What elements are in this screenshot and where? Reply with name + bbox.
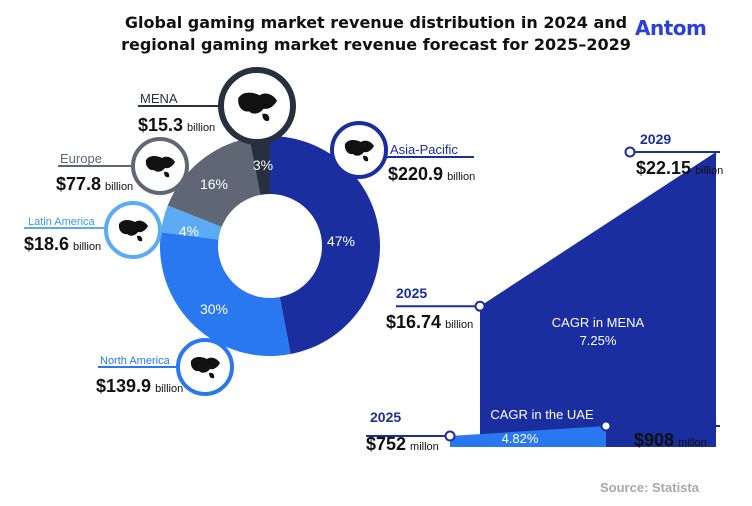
uae-year-2029: 2029 [640,405,671,421]
area-mena-overlap [606,426,630,447]
mena-value-2025: $16.74 billion [386,312,473,332]
region-value-asia-pacific: $220.9 billion [388,164,475,184]
pie-percent-label-asia-pacific: 47% [327,233,355,249]
source-note: Source: Statista [600,480,699,495]
uae-cagr-title: CAGR in the UAE [490,407,594,422]
mena-value-2029: $22.15 billion [636,158,723,178]
region-value-europe: $77.8 billion [56,174,133,194]
pie-percent-label-north-america: 30% [200,301,228,317]
region-value-latin-america: $18.6 billion [24,234,101,254]
region-value-mena: $15.3 billion [138,115,215,135]
uae-year-2025: 2025 [370,409,401,425]
region-name-latin-america: Latin America [28,216,96,228]
uae-value-2025: $752 millon [366,434,439,454]
pie-percent-label-europe: 16% [200,176,228,192]
chart-title-line1: Global gaming market revenue distributio… [124,13,628,32]
mena-year-2029: 2029 [640,131,671,147]
mena-year-2025: 2025 [396,285,427,301]
mena-point-2025 [474,300,486,312]
south-america-map-icon [118,220,148,242]
asia-map-icon [344,140,374,162]
region-value-north-america: $139.9 billion [96,376,183,396]
region-name-north-america: North America [100,355,171,367]
north-america-map-icon [190,357,220,379]
mena-cagr-title: CAGR in MENA [552,315,645,330]
area-mena [480,152,716,447]
chart-title-line2: regional gaming market revenue forecast … [121,35,631,54]
uae-point-2029 [600,420,612,432]
region-name-europe: Europe [60,151,102,166]
region-name-asia-pacific: Asia-Pacific [390,142,458,157]
mena-point-2029 [624,146,636,158]
uae-cagr-value: 4.82% [502,431,539,446]
europe-map-icon [145,156,175,178]
chart-title: Global gaming market revenue distributio… [0,12,752,56]
mena-map-icon [238,92,277,122]
pie-percent-label-latin-america: 4% [179,223,199,239]
mena-cagr-value: 7.25% [580,333,617,348]
donut-hole [218,194,322,298]
region-name-mena: MENA [140,91,178,106]
pie-percent-label-mena: 3% [253,157,273,173]
area-uae [450,426,606,447]
brand-logo: Antom [635,16,707,40]
pie-slice-asia-pacific [270,136,380,355]
uae-point-2025 [444,430,456,442]
uae-value-2029: $908 millon [634,430,707,450]
